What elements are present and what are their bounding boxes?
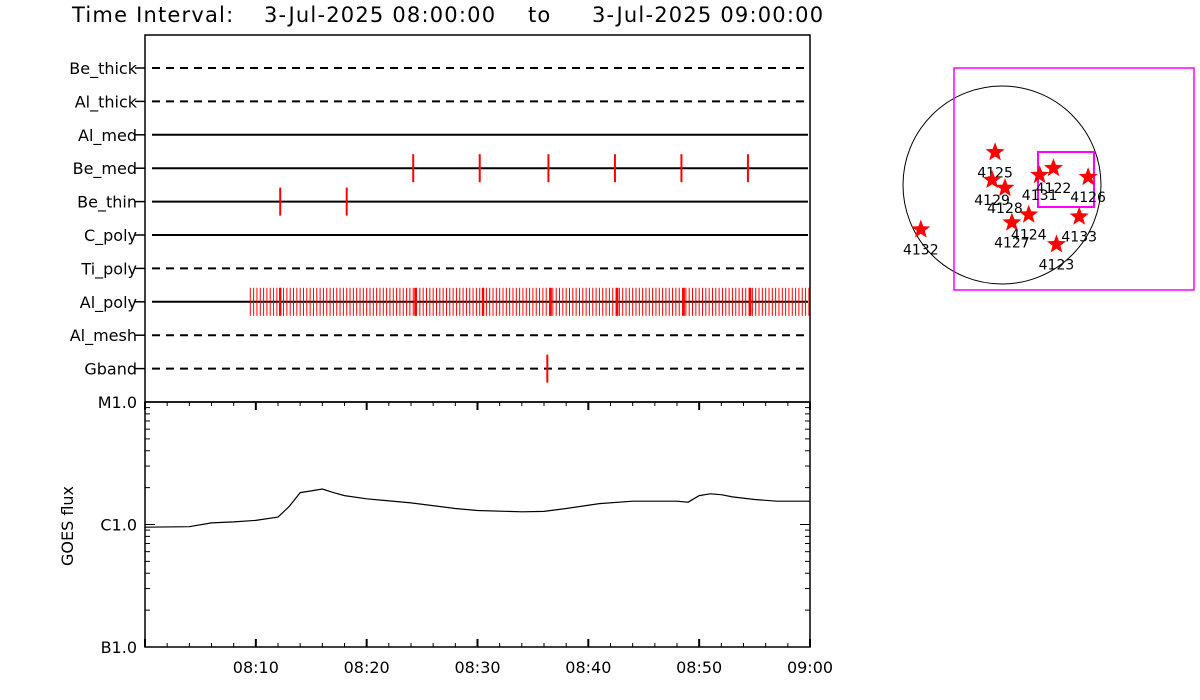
y-tick-label: B1.0 [101, 638, 137, 657]
x-tick-label: 08:10 [233, 658, 279, 677]
goes-panel: B1.0 C1.0 M1.0 08:10 08:20 08:30 08:40 08:50 09… [58, 393, 833, 677]
x-tick-label: 08:30 [454, 658, 500, 677]
solar-disk [902, 85, 1102, 285]
title-to: to [528, 3, 551, 27]
title: Time Interval: 3-Jul-2025 08:00:00 to 3-… [71, 3, 824, 27]
region-star-icon [1002, 212, 1022, 231]
x-tick-label: 08:50 [676, 658, 722, 677]
region-star-icon [982, 170, 1002, 189]
region-star-icon [911, 219, 931, 238]
region-label: 4127 [994, 236, 1030, 252]
field-of-view-box [953, 67, 1195, 291]
channel-label: C_poly [84, 226, 137, 246]
region-label: 4132 [903, 243, 939, 259]
y-tick-label: M1.0 [98, 393, 137, 412]
timeline-frame [144, 34, 811, 403]
title-start: 3-Jul-2025 08:00:00 [264, 3, 496, 27]
region-label: 4128 [987, 201, 1023, 217]
region-star-icon [1030, 165, 1050, 184]
goes-ylabel: GOES flux [58, 486, 77, 566]
region-star-icon [995, 178, 1015, 197]
goes-ticks [144, 401, 811, 648]
channel-label: Be_thick [69, 59, 137, 79]
channel-label: Al_med [78, 126, 137, 146]
title-end: 3-Jul-2025 09:00:00 [592, 3, 824, 27]
y-tick-label: C1.0 [100, 516, 137, 535]
region-star-icon [1078, 167, 1098, 186]
region-star-icon [985, 142, 1005, 161]
goes-frame [144, 401, 811, 648]
x-tick-label: 09:00 [787, 658, 833, 677]
channel-label: Al_poly [80, 293, 137, 313]
timeline-panel: Be_thick Al_thick Al_med Be_med Be_thin C_pol… [69, 34, 811, 403]
region-label: 4126 [1070, 190, 1106, 206]
x-tick-label: 08:20 [344, 658, 390, 677]
goes-x-tick-labels: 08:10 08:20 08:30 08:40 08:50 09:00 [233, 658, 833, 677]
region-label: 4129 [974, 193, 1010, 209]
timeline-channels: Be_thick Al_thick Al_med Be_med Be_thin C_pol… [69, 59, 808, 379]
region-label: 4131 [1022, 188, 1058, 204]
x-tick-label: 08:40 [565, 658, 611, 677]
region-label: 4122 [1036, 181, 1072, 197]
channel-label: Al_mesh [70, 326, 137, 346]
region-star-icon [1044, 158, 1063, 177]
region-star-icon [1019, 204, 1039, 223]
region-star-icon [1046, 234, 1066, 253]
region-label: 4133 [1061, 230, 1097, 246]
channel-label: Ti_poly [80, 259, 137, 279]
region-star-icon [1069, 206, 1089, 225]
channel-label: Be_med [73, 159, 137, 179]
timeline-events [249, 154, 810, 383]
channel-label: Al_thick [75, 92, 138, 112]
channel-label: Gband [84, 360, 137, 379]
region-label: 4123 [1039, 257, 1075, 273]
title-label: Time Interval: [71, 3, 234, 27]
region-label: 4124 [1011, 228, 1047, 244]
channel-label: Be_thin [77, 193, 137, 213]
goes-flux-line [144, 488, 810, 528]
goes-y-tick-labels: B1.0 C1.0 M1.0 [98, 393, 137, 657]
